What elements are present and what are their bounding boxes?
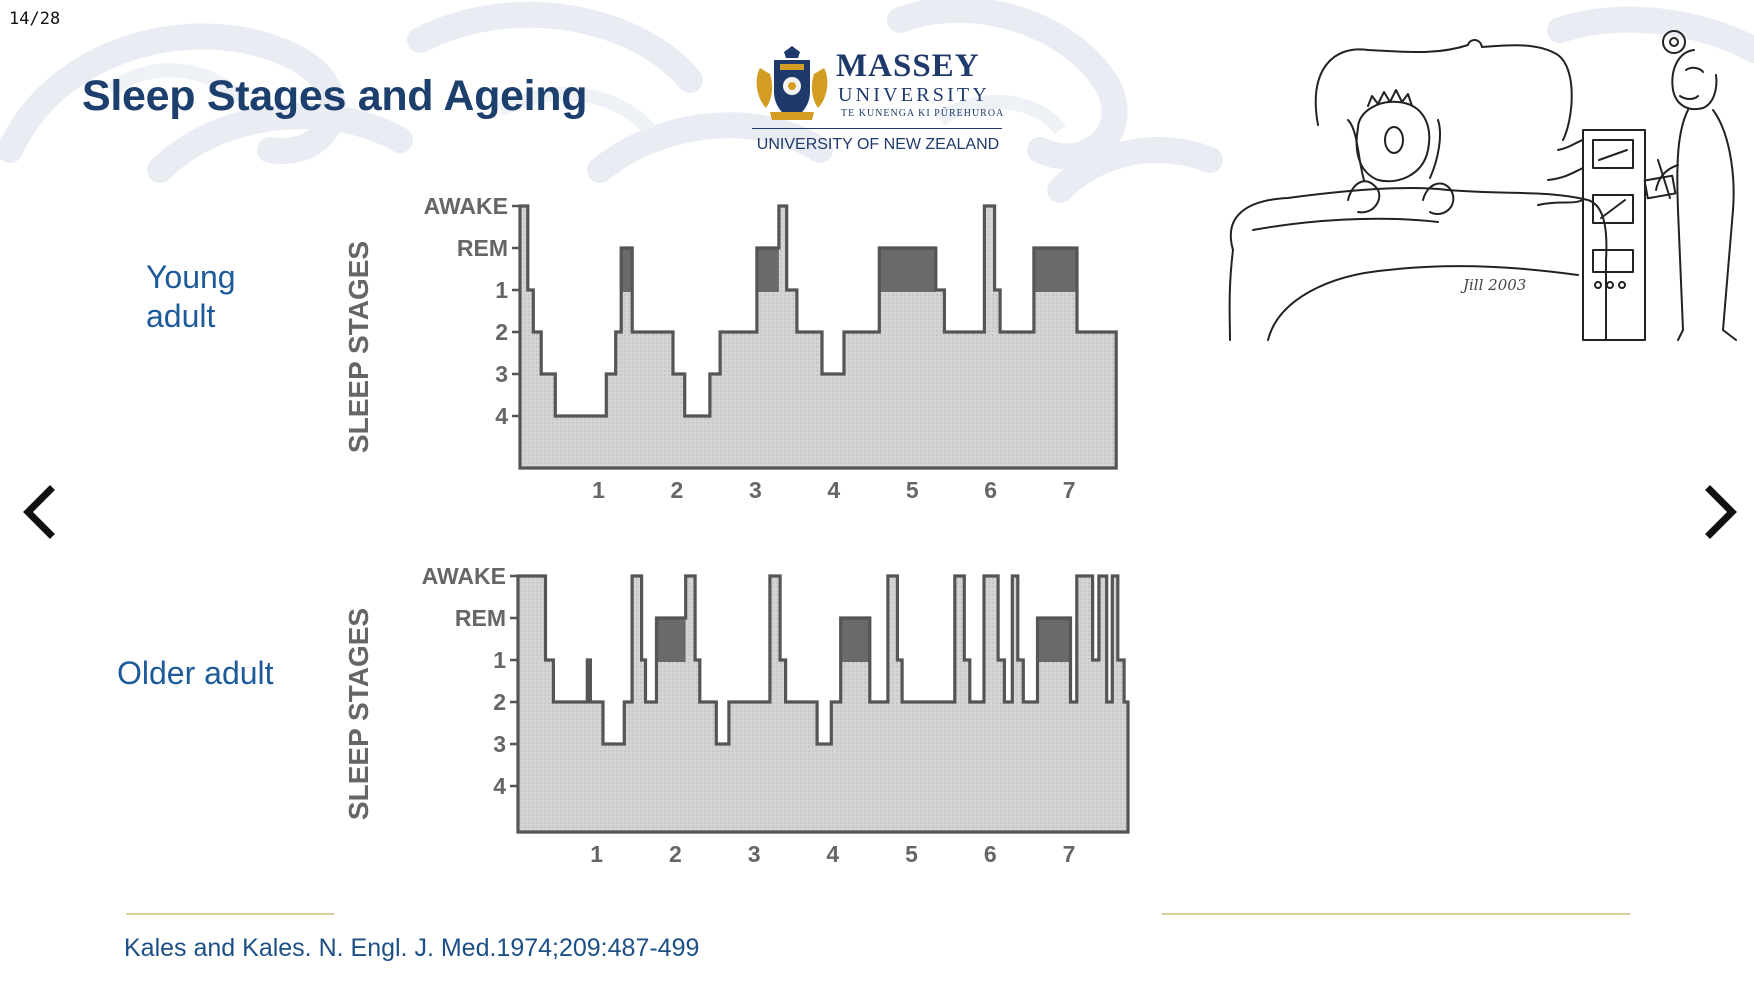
y-tick-label: 1 xyxy=(493,647,506,673)
y-tick-label: 1 xyxy=(495,277,508,303)
y-tick-label: 2 xyxy=(495,319,508,345)
rem-period-1 xyxy=(656,618,686,662)
x-tick-label: 1 xyxy=(592,477,605,500)
hypnogram-area xyxy=(518,576,1128,832)
older-adult-label: Older adult xyxy=(117,655,274,691)
x-tick-label: 3 xyxy=(749,477,762,500)
massey-logo: MASSEY UNIVERSITY TE KUNENGA KI PŪREHURO… xyxy=(748,44,1008,156)
slide-title: Sleep Stages and Ageing xyxy=(82,72,588,120)
rem-period-3 xyxy=(879,248,936,292)
young-adult-label-line-1: Young xyxy=(146,259,236,295)
x-tick-label: 2 xyxy=(669,841,682,867)
x-tick-label: 7 xyxy=(1063,841,1076,867)
rem-period-3 xyxy=(1037,618,1071,662)
next-slide-button[interactable] xyxy=(1700,482,1744,542)
y-tick-label: AWAKE xyxy=(422,563,506,589)
x-tick-label: 3 xyxy=(748,841,761,867)
y-tick-label: REM xyxy=(457,235,508,261)
x-tick-label: 2 xyxy=(671,477,684,500)
x-tick-label: 5 xyxy=(905,841,918,867)
y-axis-title: SLEEP STAGES xyxy=(343,608,374,820)
university-crest-icon xyxy=(756,46,828,120)
older-adult-hypnogram: AWAKE REM 1 2 3 4 1 2 3 4 5 6 7 SLEEP STAGES xyxy=(343,563,1130,867)
young-adult-hypnogram: AWAKE REM 1 2 3 4 1 2 3 4 5 6 7 SLEEP STAGES xyxy=(343,193,1118,500)
x-tick-label: 4 xyxy=(827,477,840,500)
hypnogram-area xyxy=(520,206,1117,468)
footer-rule-left xyxy=(126,913,334,915)
y-tick-label: 3 xyxy=(493,731,506,757)
hypnogram-line xyxy=(516,574,1130,834)
chevron-right-icon xyxy=(1705,485,1737,539)
x-tick-label: 5 xyxy=(906,477,919,500)
y-tick-label: AWAKE xyxy=(424,193,508,219)
x-tick-label: 1 xyxy=(590,841,603,867)
sleep-study-cartoon: Jill 2003 xyxy=(1228,30,1737,341)
young-adult-label: Young adult xyxy=(146,258,236,336)
logo-divider xyxy=(752,128,1002,129)
rem-period-1 xyxy=(621,248,633,292)
y-tick-label: 2 xyxy=(493,689,506,715)
logo-tagline: UNIVERSITY OF NEW ZEALAND xyxy=(756,136,1000,153)
y-tick-label: 4 xyxy=(495,403,508,429)
x-tick-label: 7 xyxy=(1063,477,1076,500)
x-tick-label: 6 xyxy=(984,841,997,867)
cartoon-signature: Jill 2003 xyxy=(1460,276,1526,294)
y-tick-label: REM xyxy=(455,605,506,631)
citation: Kales and Kales. N. Engl. J. Med.1974;20… xyxy=(124,934,700,962)
hypnogram-line xyxy=(518,204,1118,470)
rem-period-4 xyxy=(1033,248,1077,292)
rem-period-2 xyxy=(840,618,870,662)
x-tick-label: 4 xyxy=(826,841,839,867)
y-tick-label: 4 xyxy=(493,773,506,799)
previous-slide-button[interactable] xyxy=(16,482,60,542)
slide-counter: 14/28 xyxy=(9,9,61,29)
rem-period-2 xyxy=(756,248,779,292)
y-axis-title: SLEEP STAGES xyxy=(343,241,374,453)
logo-wordmark: MASSEY xyxy=(836,48,980,84)
young-adult-label-line-2: adult xyxy=(146,298,216,334)
logo-maori-name: TE KUNENGA KI PŪREHUROA xyxy=(841,108,1005,119)
chevron-left-icon xyxy=(23,485,55,539)
x-tick-label: 6 xyxy=(984,477,997,500)
y-tick-label: 3 xyxy=(495,361,508,387)
logo-university: UNIVERSITY xyxy=(838,84,990,106)
footer-rule-right xyxy=(1162,913,1630,915)
